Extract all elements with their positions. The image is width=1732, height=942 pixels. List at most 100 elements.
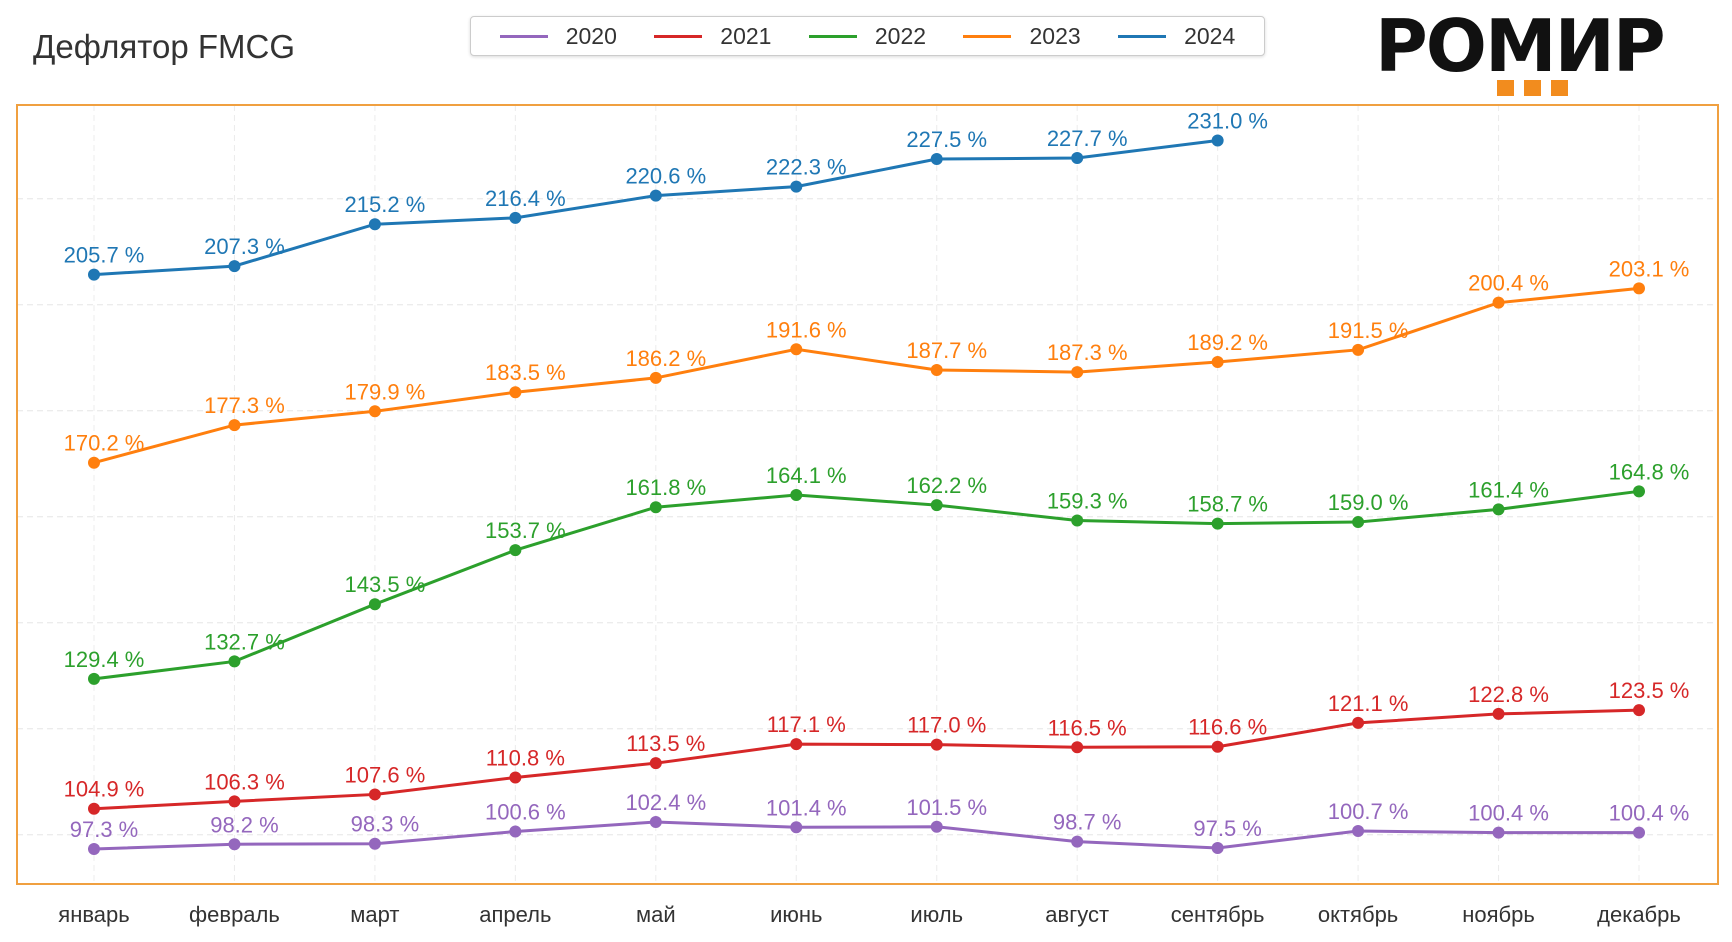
data-label-2021: 107.6 %: [345, 762, 426, 787]
data-label-2021: 117.0 %: [907, 713, 986, 738]
data-point-2020: [790, 821, 803, 834]
x-tick-label: февраль: [189, 902, 280, 927]
data-point-2022: [649, 501, 662, 514]
data-point-2021: [88, 802, 100, 815]
series-line-2020: [93, 820, 1639, 851]
data-point-2020: [228, 838, 241, 851]
data-label-2021: 104.9 %: [64, 777, 145, 802]
legend-item-2023: 2023: [963, 23, 1081, 50]
legend-swatch: [499, 34, 548, 38]
data-point-2024: [509, 211, 522, 224]
data-label-2023: 200.4 %: [1468, 271, 1549, 296]
data-label-2024: 207.3 %: [204, 234, 285, 259]
data-point-2023: [930, 363, 943, 376]
data-point-2024: [1211, 134, 1224, 147]
data-label-2024: 216.4 %: [485, 186, 566, 211]
data-label-2021: 117.1 %: [767, 712, 846, 737]
data-point-2020: [509, 825, 522, 838]
data-point-2021: [930, 738, 943, 751]
data-point-2024: [228, 260, 241, 273]
data-label-2022: 164.8 %: [1609, 459, 1690, 484]
data-point-2020: [1633, 826, 1645, 839]
data-label-2020: 102.4 %: [625, 790, 706, 815]
legend-item-2024: 2024: [1118, 23, 1235, 50]
data-point-2022: [930, 499, 943, 512]
data-point-2022: [1492, 503, 1505, 516]
data-label-2023: 170.2 %: [64, 431, 145, 456]
plot-frame: [16, 104, 1719, 885]
data-label-2020: 97.3 %: [70, 817, 139, 842]
data-label-2022: 129.4 %: [64, 647, 145, 672]
data-point-2023: [88, 456, 100, 469]
x-tick-label: ноябрь: [1462, 902, 1535, 927]
data-label-2022: 143.5 %: [345, 572, 426, 597]
legend: 2020 2021 2022 2023 2024: [470, 16, 1265, 56]
data-label-2020: 100.7 %: [1328, 799, 1409, 824]
data-label-2020: 97.5 %: [1193, 816, 1262, 841]
data-label-2021: 113.5 %: [626, 731, 705, 756]
legend-swatch: [654, 34, 703, 38]
legend-label: 2024: [1184, 22, 1236, 49]
legend-swatch: [808, 34, 857, 38]
x-tick-label: август: [1045, 902, 1109, 927]
data-point-2024: [790, 180, 803, 193]
data-label-2020: 98.3 %: [351, 812, 420, 837]
data-point-2022: [368, 598, 381, 611]
data-label-2023: 183.5 %: [485, 360, 566, 385]
data-point-2020: [1071, 835, 1084, 848]
data-label-2021: 123.5 %: [1609, 678, 1690, 703]
data-point-2023: [368, 405, 381, 418]
logo-squares: [1497, 80, 1568, 96]
data-point-2022: [1352, 516, 1365, 529]
data-point-2021: [509, 771, 522, 784]
data-point-2021: [228, 795, 241, 808]
data-label-2023: 191.5 %: [1328, 318, 1409, 343]
legend-item-2021: 2021: [654, 23, 771, 50]
data-point-2024: [1071, 151, 1084, 164]
data-point-2023: [228, 419, 241, 432]
data-label-2023: 189.2 %: [1187, 330, 1268, 355]
data-label-2024: 227.7 %: [1047, 126, 1128, 151]
data-point-2022: [1071, 514, 1084, 527]
data-label-2022: 161.4 %: [1468, 477, 1549, 502]
x-tick-label: январь: [58, 902, 129, 927]
data-label-2022: 153.7 %: [485, 518, 566, 543]
data-label-2021: 116.6 %: [1188, 715, 1267, 740]
x-tick-label: сентябрь: [1171, 902, 1265, 927]
data-label-2022: 159.0 %: [1328, 490, 1409, 515]
data-point-2020: [649, 815, 662, 828]
data-point-2022: [1211, 517, 1224, 530]
data-label-2022: 158.7 %: [1187, 492, 1268, 517]
data-label-2021: 116.5 %: [1048, 715, 1127, 740]
data-label-2021: 110.8 %: [486, 745, 565, 770]
data-point-2020: [368, 837, 381, 850]
data-label-2022: 162.2 %: [906, 473, 987, 498]
data-label-2024: 222.3 %: [766, 155, 847, 180]
data-point-2020: [930, 820, 943, 833]
data-point-2021: [1071, 741, 1084, 754]
data-point-2021: [1352, 716, 1365, 729]
data-label-2021: 122.8 %: [1468, 682, 1549, 707]
data-label-2020: 101.4 %: [766, 795, 847, 820]
data-label-2022: 164.1 %: [766, 463, 847, 488]
data-point-2023: [649, 371, 662, 384]
data-point-2023: [1492, 296, 1505, 309]
legend-swatch: [963, 34, 1012, 38]
data-point-2021: [1492, 707, 1505, 720]
data-label-2024: 231.0 %: [1187, 109, 1268, 134]
data-point-2020: [88, 843, 100, 856]
legend-label: 2020: [565, 22, 617, 49]
x-tick-label: октябрь: [1318, 902, 1398, 927]
data-point-2020: [1492, 826, 1505, 839]
data-label-2020: 98.7 %: [1053, 810, 1122, 835]
series-line-2022: [93, 489, 1640, 681]
data-point-2023: [1633, 282, 1645, 295]
data-point-2021: [1211, 740, 1224, 753]
data-point-2023: [790, 343, 803, 356]
data-label-2020: 100.6 %: [485, 800, 566, 825]
data-label-2024: 205.7 %: [64, 243, 145, 268]
legend-label: 2022: [874, 22, 927, 49]
legend-swatch: [1118, 34, 1167, 38]
data-point-2024: [930, 153, 943, 166]
